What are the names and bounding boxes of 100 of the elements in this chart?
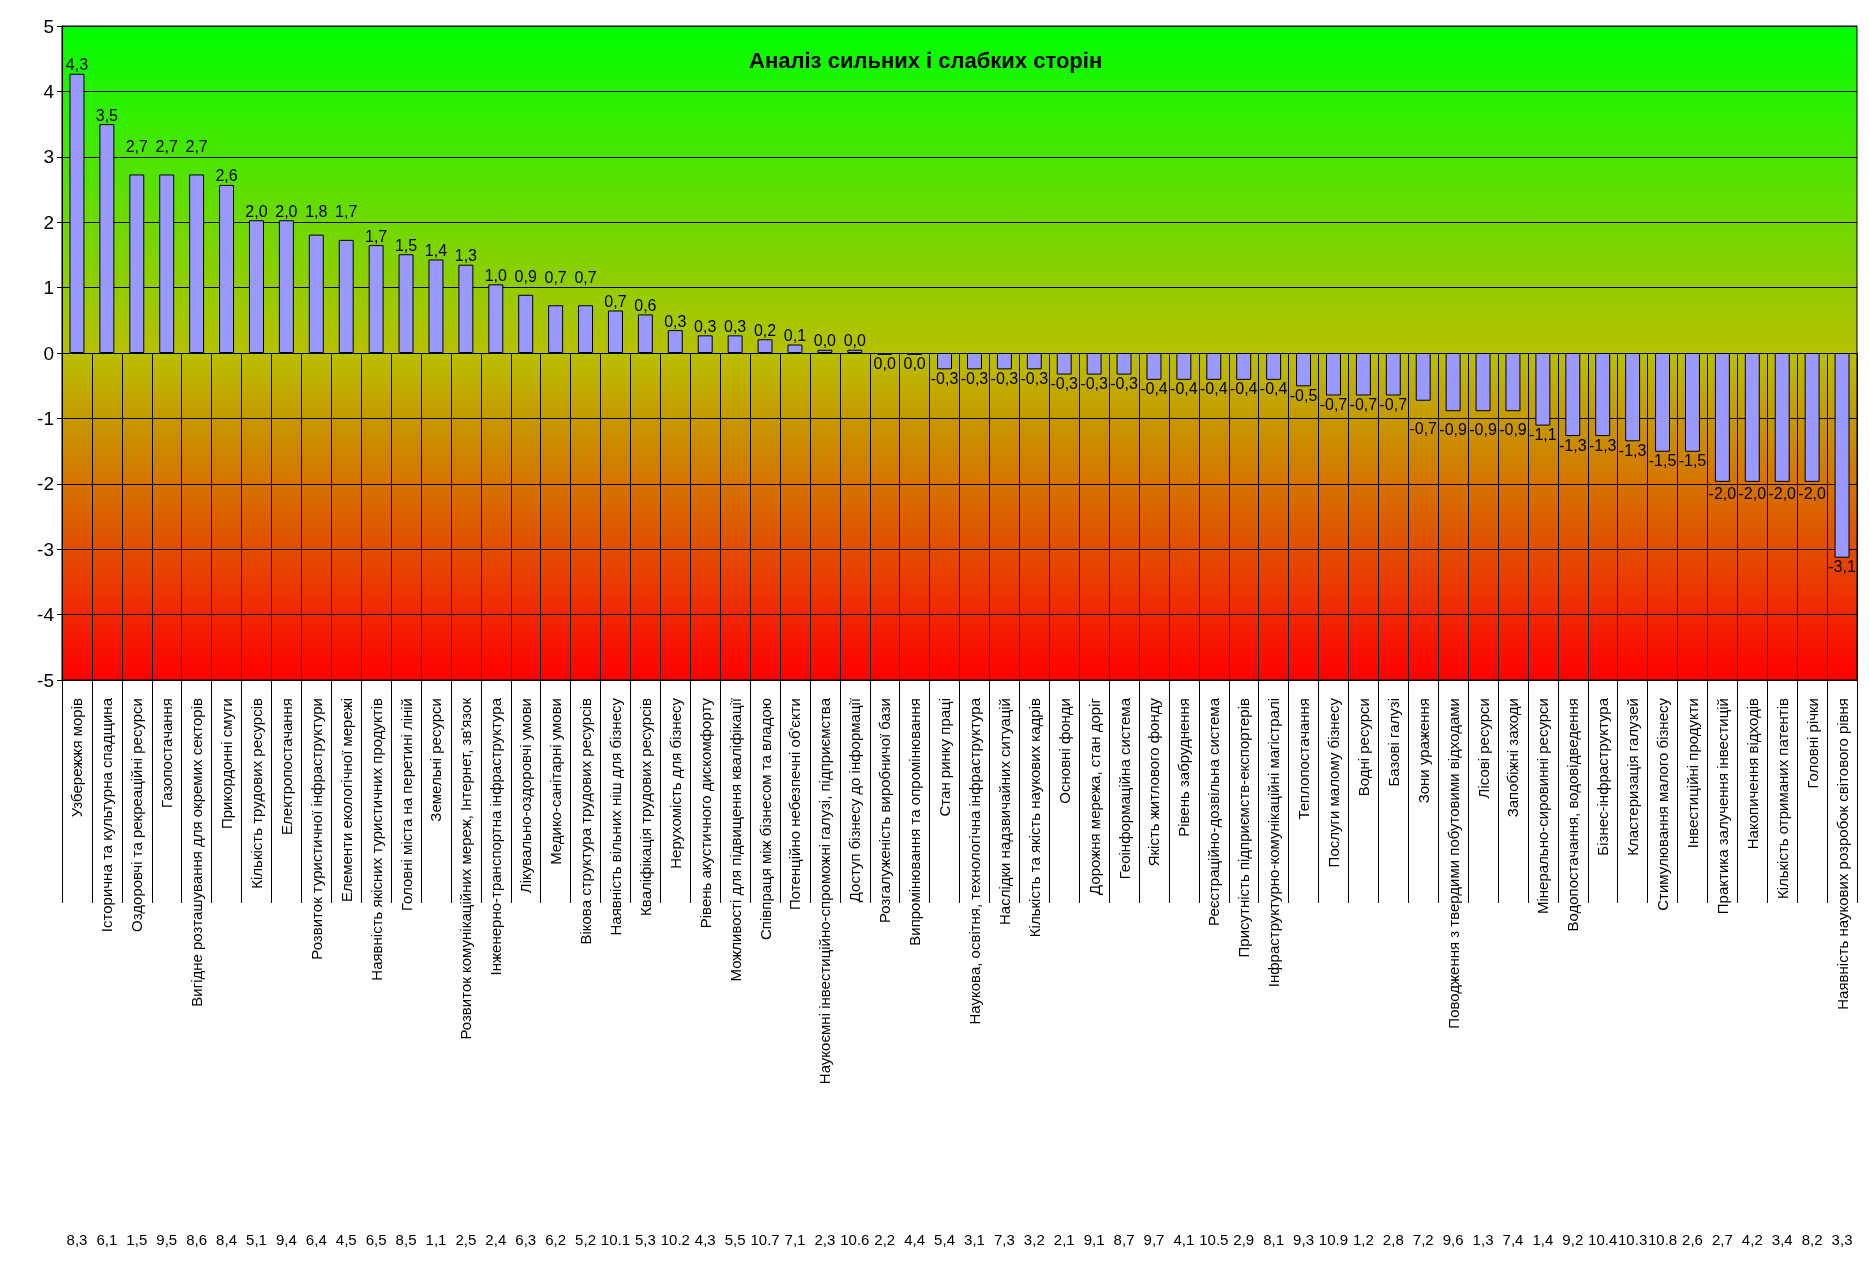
- text: 10.2: [660, 1231, 690, 1248]
- data-label: -2,0: [1798, 485, 1827, 503]
- data-label: -1,3: [1559, 436, 1587, 454]
- text: 10.9: [1318, 1231, 1349, 1248]
- data-label: -2,0: [1768, 485, 1797, 503]
- x-tick-label: Кластеризація галузей: [1624, 698, 1642, 856]
- x-tick-label: Наукоємні інвестиційно-спроможні галузі, підприємства: [816, 697, 834, 1085]
- data-label: 1,0: [484, 266, 508, 284]
- y-tick-label: -3: [37, 538, 54, 560]
- x-tick-label: Дорожня мережа, стан доріг: [1085, 697, 1103, 895]
- x-tick-label: Можливості для підвищення кваліфікації: [726, 697, 744, 982]
- x-tick-label: Оздоровчі та рекреаційні ресурси: [128, 698, 146, 932]
- text: 3,2: [1023, 1231, 1045, 1248]
- x-tick-label: Поводження з твердими побутовими відходами: [1444, 698, 1462, 1029]
- x-tick-label: Нерухомість для бізнесу: [666, 697, 684, 869]
- data-label: 2,0: [275, 202, 298, 220]
- data-label: -0,4: [1140, 380, 1168, 398]
- data-label: -0,3: [990, 369, 1019, 387]
- x-tick-label: Послуги малому бізнесу: [1324, 697, 1342, 868]
- data-label: -0,7: [1409, 420, 1438, 438]
- data-label: -1,5: [1648, 452, 1677, 470]
- text: 9,4: [275, 1231, 297, 1248]
- data-label: -0,3: [960, 369, 989, 387]
- x-tick-label: Присутність підприємств-експортерів: [1235, 697, 1253, 958]
- text: 8,5: [395, 1231, 417, 1248]
- data-label: 1,7: [365, 227, 388, 245]
- x-tick-label: Якість житлового фонду: [1145, 697, 1163, 867]
- x-tick-label: Геоінформаційна система: [1115, 697, 1133, 880]
- data-label: 4,3: [65, 56, 89, 74]
- text: 9,2: [1562, 1231, 1584, 1248]
- x-tick-label: Кількість трудових ресурсів: [247, 697, 265, 889]
- text: 3,4: [1771, 1231, 1793, 1248]
- data-label: -2,0: [1738, 485, 1767, 503]
- text: 6,2: [545, 1231, 567, 1248]
- text: 10.6: [840, 1231, 870, 1248]
- text: 10.1: [600, 1231, 631, 1248]
- data-label: -0,3: [1110, 375, 1138, 393]
- text: 8,2: [1801, 1231, 1823, 1248]
- data-label: 0,9: [514, 268, 537, 286]
- text: 10.3: [1618, 1231, 1648, 1248]
- data-label: 0,0: [843, 332, 867, 350]
- x-tick-label: Лісові ресурси: [1474, 698, 1492, 799]
- text: 10.4: [1588, 1231, 1618, 1248]
- text: 10.7: [750, 1231, 780, 1248]
- x-tick-label: Інвестиційні продукти: [1683, 698, 1701, 849]
- y-tick-label: 1: [43, 277, 54, 299]
- x-tick-label: Теплопостачання: [1295, 698, 1313, 820]
- x-tick-label: Водопостачання, водовідведення: [1564, 698, 1582, 932]
- data-label: 0,7: [604, 292, 627, 310]
- y-tick-label: -4: [37, 604, 55, 626]
- data-label: -0,4: [1259, 380, 1288, 398]
- x-tick-label: Мінерально-сировинні ресурси: [1534, 698, 1552, 915]
- x-tick-label: Медико-санітарні умови: [547, 698, 565, 865]
- text: 10.5: [1199, 1231, 1229, 1248]
- data-label: -0,7: [1379, 396, 1408, 414]
- data-label: -0,4: [1170, 380, 1198, 398]
- x-tick-label: Доступ бізнесу до інформації: [846, 697, 864, 903]
- text: 5,5: [724, 1231, 746, 1248]
- x-tick-label: Наявність наукових розробок світового рівня: [1833, 698, 1851, 1010]
- text: 2,5: [455, 1231, 477, 1248]
- data-label: 2,7: [125, 137, 149, 155]
- data-label: 0,3: [664, 312, 687, 330]
- data-label: 0,2: [753, 321, 777, 339]
- x-tick-label: Наявність якісних туристичних продуктів: [367, 697, 385, 981]
- text: 3,3: [1831, 1231, 1853, 1248]
- text: 2,9: [1233, 1231, 1255, 1248]
- data-label: 0,0: [903, 355, 926, 373]
- text: 9,1: [1083, 1231, 1105, 1248]
- data-label: -0,9: [1469, 420, 1497, 438]
- text: 5,4: [934, 1231, 955, 1248]
- text: 7,4: [1502, 1231, 1524, 1248]
- x-tick-label: Земельні ресурси: [427, 698, 445, 822]
- y-tick-label: 0: [43, 342, 54, 364]
- x-tick-label: Узбережжя морів: [68, 697, 86, 818]
- data-label: -0,4: [1229, 380, 1258, 398]
- data-label: -2,0: [1708, 485, 1737, 503]
- x-tick-label: Зони ураження: [1414, 698, 1432, 804]
- data-label: 0,6: [634, 296, 657, 314]
- text: 7,1: [784, 1231, 806, 1248]
- x-tick-label: Рівень забруднення: [1175, 698, 1193, 837]
- data-label: -1,1: [1529, 426, 1557, 444]
- text: 7,3: [993, 1231, 1015, 1248]
- data-label: 1,7: [335, 203, 358, 221]
- text: 2,3: [814, 1231, 836, 1248]
- data-label: -0,9: [1499, 420, 1527, 438]
- text: 2,8: [1382, 1231, 1404, 1248]
- text: 4,1: [1173, 1231, 1195, 1248]
- y-tick-label: 4: [43, 80, 55, 102]
- y-tick-label: -1: [37, 407, 54, 429]
- text: 5,1: [246, 1231, 267, 1248]
- x-tick-label: Наслідки надзвичайних ситуацій: [995, 698, 1013, 925]
- y-tick-label: 5: [43, 15, 54, 37]
- data-label: 3,5: [95, 106, 119, 124]
- y-tick-label: 3: [43, 146, 54, 168]
- text: 10.8: [1647, 1231, 1678, 1248]
- data-label: 0,3: [694, 317, 717, 335]
- x-tick-label: Кількість отриманих патентів: [1773, 697, 1791, 900]
- text: 8,6: [186, 1231, 208, 1248]
- data-label: 1,3: [454, 247, 478, 265]
- text: 2,4: [485, 1231, 507, 1248]
